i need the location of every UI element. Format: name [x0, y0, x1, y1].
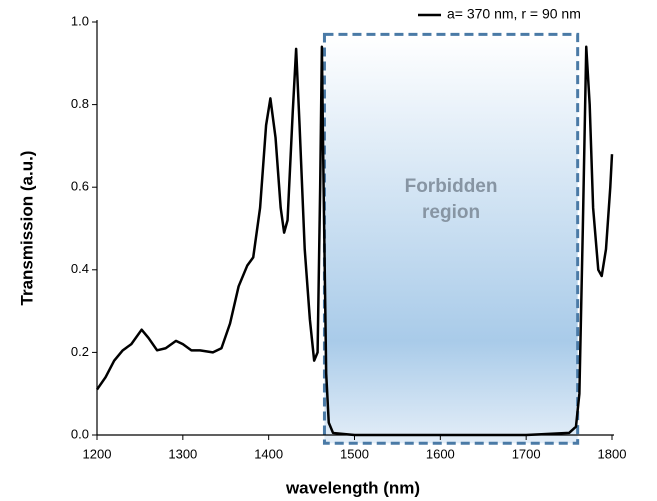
- legend-label: a= 370 nm, r = 90 nm: [447, 6, 581, 22]
- y-tick-label: 1.0: [71, 13, 89, 28]
- x-tick-label: 1800: [598, 446, 627, 461]
- x-tick-label: 1300: [168, 446, 197, 461]
- y-tick-label: 0.2: [71, 344, 89, 359]
- series-line: [95, 45, 614, 437]
- x-axis-label: wavelength (nm): [285, 478, 420, 497]
- x-tick-label: 1700: [512, 446, 541, 461]
- annotation: Forbidden region: [404, 176, 498, 224]
- annotation-box: Forbidden region: [404, 176, 498, 224]
- y-tick-label: 0.4: [71, 261, 89, 276]
- x-tick-label: 1200: [83, 446, 112, 461]
- y-tick-label: 0.8: [71, 96, 89, 111]
- y-tick-label: 0.0: [71, 426, 89, 441]
- y-axis-label: Transmission (a.u.): [17, 151, 36, 306]
- y-tick-label: 0.6: [71, 179, 89, 194]
- forbidden-region: [322, 32, 580, 445]
- x-tick-label: 1600: [426, 446, 455, 461]
- x-tick-label: 1500: [340, 446, 369, 461]
- x-tick-label: 1400: [254, 446, 283, 461]
